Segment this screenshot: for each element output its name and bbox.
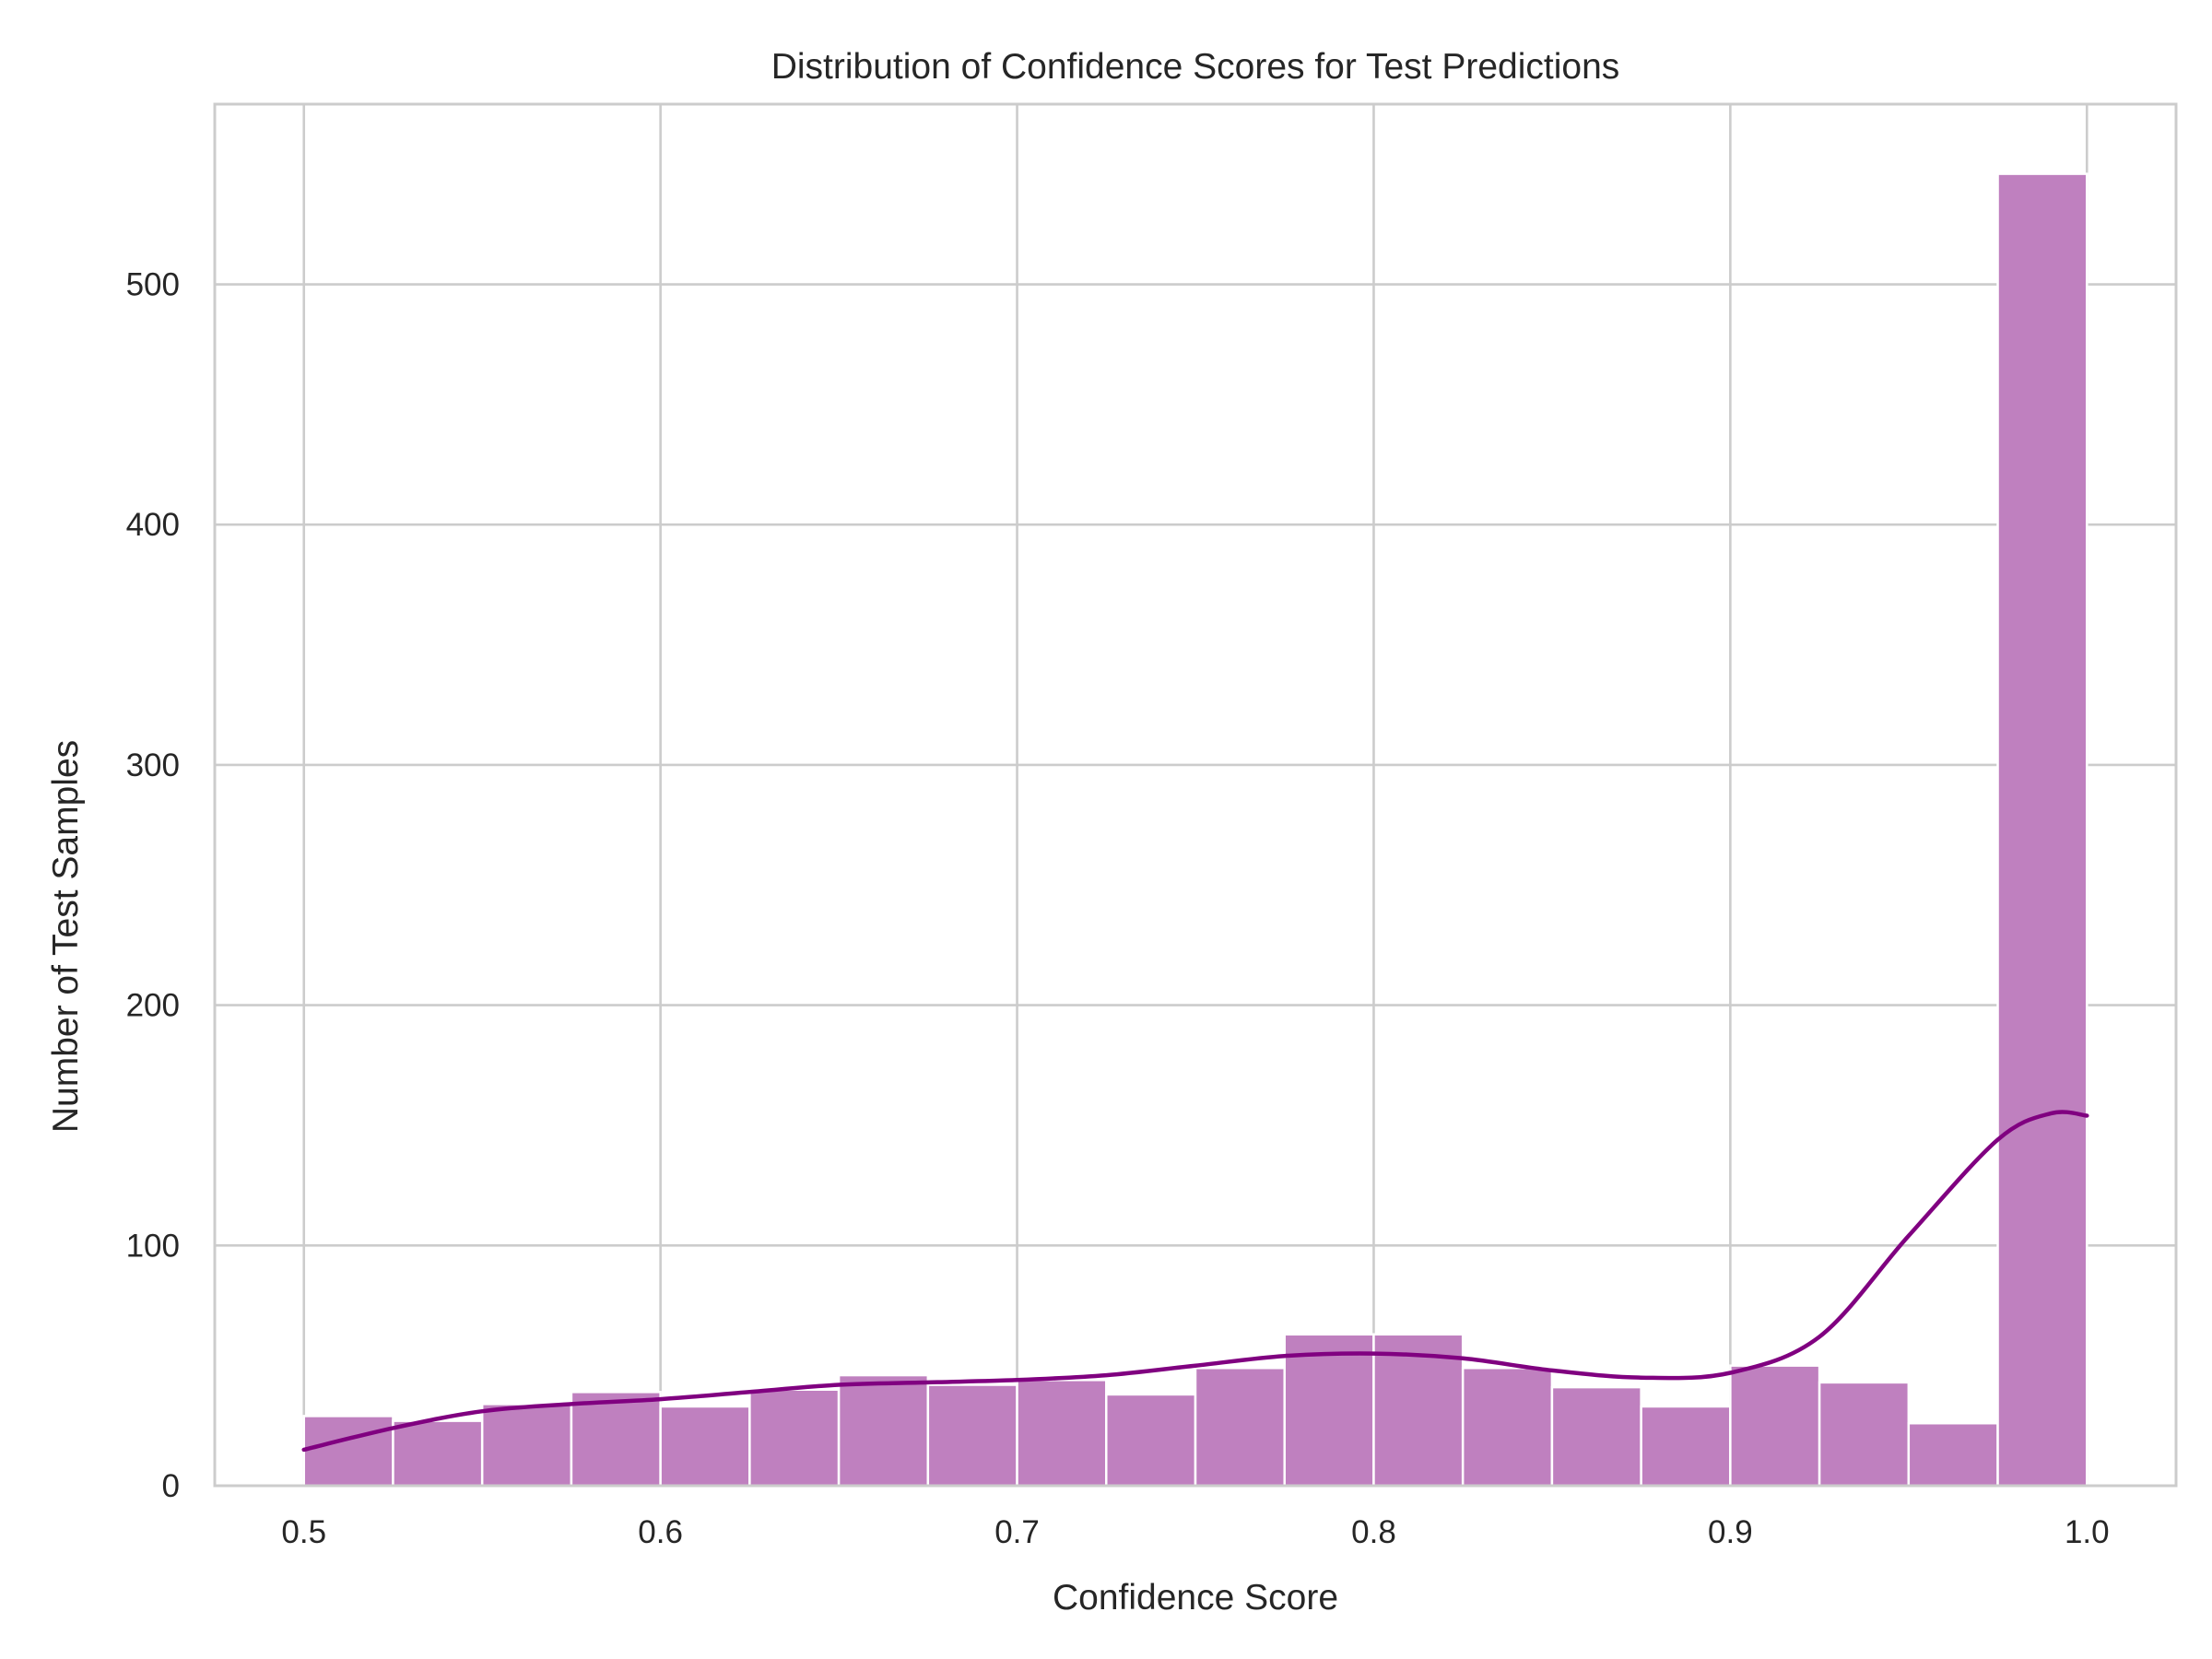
histogram-bar-7 [926,1383,1018,1488]
x-tick-label-1: 0.6 [638,1514,683,1550]
histogram-bar-18 [1907,1421,1999,1488]
histogram-bar-5 [748,1388,841,1488]
kde-curve [301,1110,2089,1453]
histogram-bar-14 [1550,1385,1642,1488]
histogram-bar-15 [1640,1405,1732,1488]
y-tick-label-2: 200 [126,988,180,1024]
x-tick-label-3: 0.8 [1351,1514,1396,1550]
y-tick-label-3: 300 [126,747,180,783]
histogram-bar-4 [659,1405,751,1488]
y-axis-label: Number of Test Samples [46,740,86,1133]
histogram-bar-6 [837,1373,930,1488]
histogram-bar-3 [570,1391,662,1488]
x-tick-label-5: 1.0 [2065,1514,2110,1550]
histogram-bars [302,172,2088,1488]
histogram-bar-13 [1461,1367,1554,1488]
y-tick-label-0: 0 [162,1468,180,1504]
chart-title: Distribution of Confidence Scores for Te… [771,47,1620,87]
histogram-bar-2 [480,1403,573,1488]
y-tick-label-1: 100 [126,1228,180,1264]
y-tick-label-4: 400 [126,507,180,543]
histogram-bar-9 [1105,1393,1197,1488]
x-axis-ticks: 0.5 0.6 0.7 0.8 0.9 1.0 [281,1514,2109,1550]
histogram-bar-11 [1283,1333,1375,1488]
histogram-bar-16 [1729,1364,1821,1488]
histogram-bar-1 [392,1419,484,1488]
histogram-bar-19 [1996,172,2088,1488]
histogram-bar-0 [302,1415,394,1488]
histogram-bar-12 [1372,1333,1465,1488]
plot-area-border [213,102,2178,1488]
x-tick-label-4: 0.9 [1708,1514,1753,1550]
y-axis-ticks: 0 100 200 300 400 500 [126,267,180,1504]
grid-lines [215,104,2176,1488]
histogram-bar-17 [1818,1381,1911,1488]
histogram-bar-10 [1194,1367,1286,1488]
x-tick-label-0: 0.5 [281,1514,326,1550]
histogram-bar-8 [1016,1379,1108,1488]
x-tick-label-2: 0.7 [994,1514,1040,1550]
y-tick-label-5: 500 [126,267,180,303]
x-axis-label: Confidence Score [1053,1578,1338,1618]
